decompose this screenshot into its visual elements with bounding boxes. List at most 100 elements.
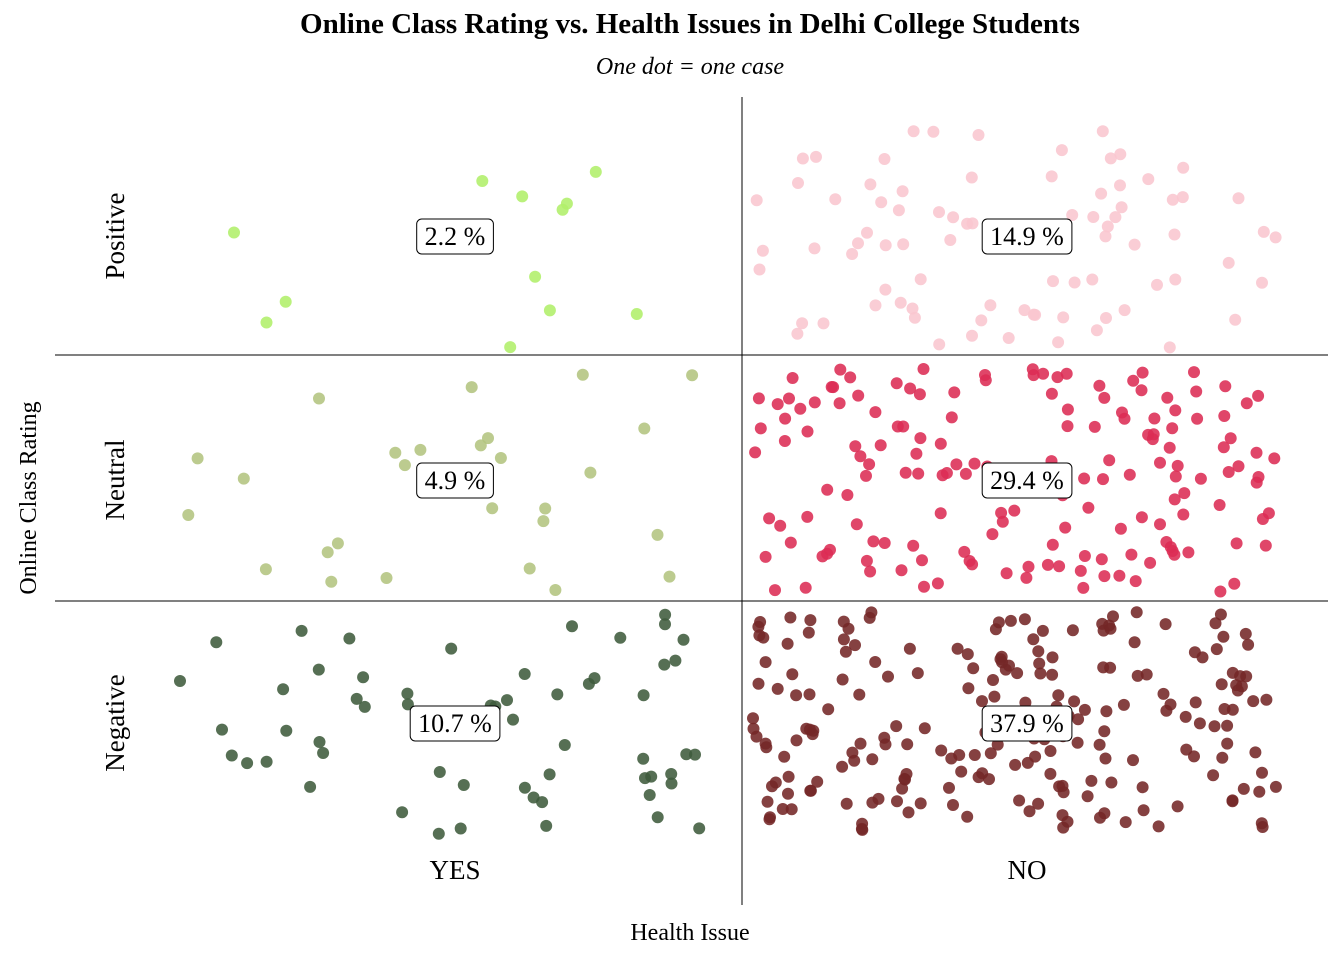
dot-no-negative	[1189, 696, 1202, 709]
dot-yes-negative	[277, 683, 290, 696]
dot-no-negative	[1117, 698, 1130, 711]
dot-no-negative	[1044, 745, 1057, 757]
dot-no-positive	[1052, 336, 1065, 349]
dot-no-neutral	[1127, 374, 1140, 387]
dot-yes-neutral	[474, 439, 487, 452]
dot-no-negative	[853, 688, 866, 701]
dot-yes-neutral	[523, 562, 536, 575]
dot-no-negative	[968, 749, 981, 761]
dot-no-neutral	[1060, 367, 1073, 380]
dot-no-positive	[1045, 170, 1058, 183]
dot-yes-negative	[637, 752, 650, 765]
dot-no-neutral	[1046, 538, 1059, 551]
dot-no-negative	[778, 750, 791, 763]
dot-no-negative	[900, 768, 913, 780]
dot-yes-neutral	[638, 422, 651, 435]
dot-yes-negative	[614, 631, 627, 644]
dot-no-negative	[1071, 736, 1084, 749]
dot-no-negative	[1160, 704, 1173, 717]
dot-no-positive	[908, 311, 921, 324]
dot-no-neutral	[1082, 501, 1095, 514]
dot-no-positive	[984, 299, 997, 312]
dot-yes-neutral	[331, 537, 344, 550]
dot-no-neutral	[801, 510, 814, 523]
dot-yes-positive	[543, 304, 556, 317]
dot-yes-neutral	[584, 466, 597, 479]
dot-yes-negative	[518, 781, 531, 794]
dot-no-negative	[1107, 610, 1119, 623]
dot-no-neutral	[934, 507, 947, 520]
dot-yes-negative	[637, 689, 650, 702]
dot-yes-positive	[476, 175, 489, 187]
dot-no-neutral	[1020, 571, 1033, 584]
dot-no-negative	[752, 677, 765, 690]
dot-no-negative	[953, 749, 966, 761]
dot-no-neutral	[825, 381, 838, 393]
dot-no-negative	[1196, 651, 1209, 664]
dot-no-positive	[1114, 179, 1126, 192]
dot-no-positive	[1229, 313, 1242, 326]
dot-no-neutral	[1191, 412, 1204, 425]
dot-no-neutral	[849, 440, 862, 453]
dot-no-positive	[878, 153, 891, 165]
dot-no-neutral	[1178, 487, 1191, 500]
dot-yes-negative	[401, 687, 414, 700]
dot-no-negative	[947, 799, 959, 811]
dot-no-neutral	[824, 543, 836, 556]
dot-no-neutral	[916, 554, 928, 567]
dot-no-neutral	[934, 437, 947, 450]
dot-no-negative	[984, 747, 997, 760]
dot-no-negative	[1009, 758, 1022, 771]
dot-no-neutral	[1022, 560, 1035, 573]
dot-no-negative	[1032, 645, 1045, 658]
dot-no-neutral	[914, 432, 927, 445]
dot-no-positive	[975, 314, 988, 327]
dot-no-positive	[1114, 148, 1127, 161]
dot-no-negative	[962, 682, 975, 695]
dot-no-neutral	[948, 386, 961, 399]
dot-no-negative	[1193, 717, 1206, 730]
dot-no-negative	[769, 776, 782, 789]
dot-no-positive	[914, 273, 927, 286]
dot-no-negative	[1208, 720, 1221, 733]
dot-yes-neutral	[237, 472, 250, 485]
dot-no-neutral	[867, 535, 880, 548]
y-category-negative: Negative	[100, 674, 130, 771]
dot-no-negative	[1157, 687, 1170, 700]
dot-no-negative	[759, 656, 772, 669]
dot-no-neutral	[784, 536, 797, 549]
y-category-positive: Positive	[100, 192, 130, 279]
dot-yes-neutral	[539, 502, 552, 515]
dot-yes-negative	[401, 698, 414, 711]
dot-no-negative	[1078, 703, 1091, 716]
dot-no-negative	[1097, 661, 1110, 674]
dot-no-negative	[806, 728, 819, 741]
dot-no-negative	[839, 645, 852, 658]
dot-no-negative	[1081, 790, 1094, 803]
dot-no-neutral	[1135, 511, 1148, 524]
dot-no-negative	[1255, 817, 1268, 830]
dot-no-negative	[1179, 710, 1192, 723]
dot-no-positive	[1087, 211, 1100, 223]
dot-no-positive	[1096, 125, 1109, 138]
dot-no-negative	[802, 626, 815, 639]
dot-no-negative	[1180, 743, 1193, 756]
dot-no-positive	[864, 178, 877, 191]
dot-no-neutral	[958, 545, 971, 558]
dot-no-negative	[991, 738, 1004, 751]
dot-no-negative	[1256, 766, 1268, 779]
dot-no-neutral	[1148, 412, 1161, 425]
dot-no-negative	[882, 670, 894, 683]
dot-no-negative	[914, 797, 927, 810]
dot-yes-negative	[433, 766, 446, 778]
percent-label-no-negative: 37.9 %	[981, 705, 1073, 742]
dot-yes-neutral	[465, 381, 478, 394]
dot-yes-negative	[454, 822, 467, 835]
dot-no-positive	[1166, 193, 1179, 206]
dot-yes-negative	[693, 822, 706, 835]
dot-no-negative	[996, 656, 1008, 669]
dot-no-negative	[1127, 754, 1139, 767]
dot-no-negative	[781, 637, 794, 650]
dot-no-neutral	[1097, 473, 1109, 486]
dot-no-neutral	[986, 528, 999, 541]
